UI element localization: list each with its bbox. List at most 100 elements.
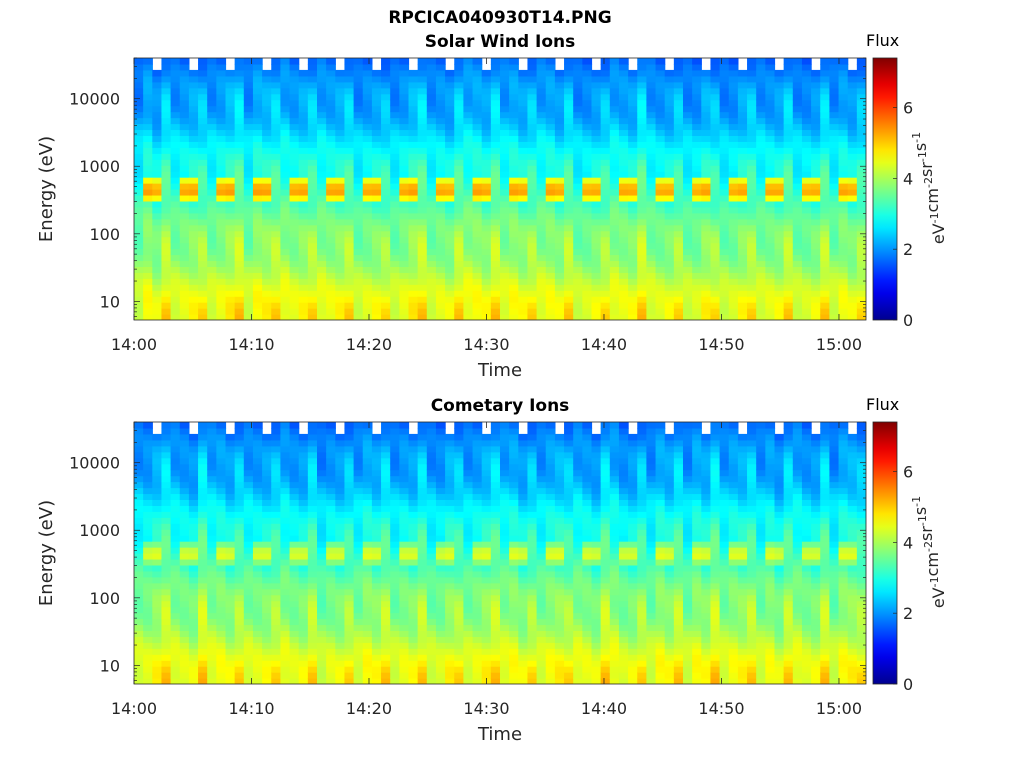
spectrogram-cell [472,165,483,172]
spectrogram-cell [289,230,300,238]
spectrogram-cell [655,242,666,250]
spectrogram-cell [335,594,346,602]
spectrogram-cell [618,165,629,172]
spectrogram-cell [298,200,309,208]
spectrogram-cell [838,218,849,226]
spectrogram-cell [445,87,455,95]
spectrogram-cell [591,105,602,113]
spectrogram-cell [234,147,245,154]
spectrogram-cell [445,224,455,232]
spectrogram-cell [353,481,364,489]
spectrogram-cell [381,427,391,435]
spectrogram-cell [152,505,163,512]
spectrogram-cell [463,69,474,77]
spectrogram-cell [664,93,675,101]
spectrogram-cell [371,212,382,220]
spectrogram-cell [134,570,144,578]
spectrogram-cell [710,290,721,297]
spectrogram-cell [381,642,391,649]
spectrogram-cell [371,266,382,273]
spectrogram-cell [317,582,327,590]
spectrogram-cell [664,177,675,184]
spectrogram-cell [765,260,776,267]
spectrogram-cell [829,117,840,125]
spectrogram-cell [600,129,611,136]
spectrogram-cell [728,69,739,77]
spectrogram-cell [143,278,153,285]
spectrogram-cell [435,159,446,166]
spectrogram-cell [454,260,464,267]
spectrogram-cell [280,487,291,495]
spectrogram-cell [408,99,419,107]
spectrogram-cell [344,290,355,297]
spectrogram-cell [527,266,538,273]
spectrogram-cell [317,445,327,453]
spectrogram-cell [783,194,794,202]
spectrogram-cell [198,278,208,285]
spectrogram-cell [271,236,281,244]
spectrogram-cell [179,183,190,190]
spectrogram-cell [783,230,794,238]
spectrogram-cell [170,236,181,244]
spectrogram-cell [463,266,474,273]
spectrogram-cell [811,69,821,77]
spectrogram-cell [390,290,400,297]
spectrogram-cell [362,636,373,643]
spectrogram-cell [252,523,263,530]
spectrogram-cell [399,660,410,667]
spectrogram-cell [692,75,702,83]
spectrogram-cell [481,177,492,184]
spectrogram-cell [252,296,263,303]
spectrogram-cell [252,129,263,136]
spectrogram-cell [326,218,336,226]
spectrogram-cell [765,93,776,101]
spectrogram-cell [554,105,565,113]
spectrogram-cell [545,236,556,244]
spectrogram-cell [692,189,702,196]
spectrogram-cell [362,678,373,684]
spectrogram-cell [792,230,803,238]
spectrogram-cell [234,547,245,554]
spectrogram-cell [481,284,492,291]
spectrogram-cell [426,618,437,626]
spectrogram-cell [591,230,602,238]
spectrogram-cell [344,618,355,626]
spectrogram-cell [381,212,391,220]
spectrogram-cell [344,189,355,196]
spectrogram-cell [792,218,803,226]
spectrogram-cell [426,636,437,643]
spectrogram-cell [472,218,483,226]
spectrogram-cell [399,141,410,148]
spectrogram-cell [756,200,766,208]
spectrogram-cell [463,200,474,208]
spectrogram-cell [262,189,272,196]
spectrogram-cell [152,212,163,220]
spectrogram-cell [792,224,803,232]
spectrogram-cell [509,189,519,196]
spectrogram-cell [188,147,199,154]
spectrogram-cell [335,81,346,89]
spectrogram-cell [335,200,346,208]
spectrogram-cell [408,499,419,506]
spectrogram-cell [582,63,593,71]
spectrogram-cell [618,189,629,196]
spectrogram-cell [582,230,593,238]
spectrogram-cell [381,451,391,459]
spectrogram-cell [655,171,666,178]
spectrogram-cell [225,111,236,119]
spectrogram-cell [417,564,428,572]
spectrogram-cell [390,153,400,160]
spectrogram-cell [408,290,419,297]
spectrogram-cell [362,606,373,614]
spectrogram-cell [271,487,281,495]
spectrogram-cell [353,272,364,279]
spectrogram-cell [134,105,144,113]
spectrogram-cell [719,177,730,184]
spectrogram-cell [454,230,464,238]
spectrogram-cell [207,296,217,303]
spectrogram-cell [408,451,419,459]
spectrogram-cell [371,463,382,471]
spectrogram-cell [637,63,647,71]
spectrogram-cell [152,230,163,238]
spectrogram-cell [289,445,300,453]
